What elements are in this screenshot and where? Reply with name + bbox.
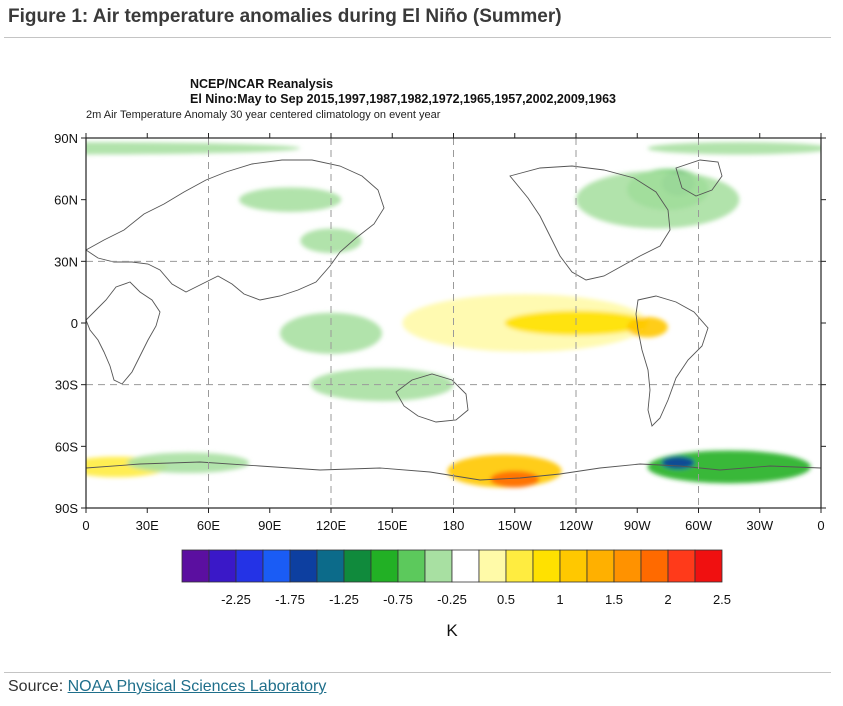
anomaly-region-arctic-cool-band <box>86 142 301 155</box>
source-link[interactable]: NOAA Physical Sciences Laboratory <box>67 678 327 695</box>
anomaly-map-figure: NCEP/NCAR Reanalysis El Nino:May to Sep … <box>54 77 826 640</box>
colorbar-swatch <box>451 549 480 583</box>
lon-label: 180 <box>443 518 465 533</box>
colorbar-swatch <box>505 549 534 583</box>
lon-label: 30W <box>746 518 773 533</box>
colorbar: -2.25 -1.75 -1.25 -0.75 -0.25 0.5 1 1.5 2 2.5 <box>181 549 731 607</box>
colorbar-swatch <box>208 549 237 583</box>
colorbar-label: -0.25 <box>437 592 467 607</box>
lon-label: 120W <box>559 518 594 533</box>
lon-label: 60E <box>197 518 220 533</box>
lat-label: 60S <box>55 439 78 454</box>
anomaly-region-ross-sea-warm-core <box>490 471 540 488</box>
lat-label: 30S <box>55 378 78 393</box>
anomaly-region-siberia-cool <box>239 187 342 213</box>
anomaly-shading <box>86 142 821 488</box>
colorbar-swatch <box>289 549 318 583</box>
colorbar-swatch <box>613 549 642 583</box>
anomaly-region-peru-warm <box>627 316 668 338</box>
colorbar-label: 2 <box>664 592 671 607</box>
colorbar-swatch <box>559 549 588 583</box>
lat-label: 90S <box>55 501 78 516</box>
map-header-line1: NCEP/NCAR Reanalysis <box>190 77 333 91</box>
source-divider <box>4 672 831 673</box>
axis-labels: 90N 60N 30N 0 30S 60S 90S 0 30E 60E 90E 120E 150E 180… <box>54 131 826 533</box>
south-america-coastline <box>635 295 709 427</box>
anomaly-region-arctic-cool-band-east <box>647 142 821 155</box>
eurasia-coastline <box>86 159 385 301</box>
africa-europe-coastline <box>86 281 161 385</box>
colorbar-label: 1 <box>556 592 563 607</box>
colorbar-swatch <box>397 549 426 583</box>
antarctica-coastline <box>86 461 821 481</box>
colorbar-label: 1.5 <box>605 592 623 607</box>
colorbar-swatch <box>262 549 291 583</box>
colorbar-swatch <box>694 549 723 583</box>
map-subtitle: 2m Air Temperature Anomaly 30 year cente… <box>86 109 441 121</box>
colorbar-label: 2.5 <box>713 592 731 607</box>
colorbar-unit-label: K <box>446 621 458 640</box>
lon-label: 0 <box>817 518 824 533</box>
source-line: Source: NOAA Physical Sciences Laborator… <box>8 678 326 696</box>
figure-title: Figure 1: Air temperature anomalies duri… <box>8 6 562 27</box>
source-label: Source: <box>8 678 68 695</box>
coastlines <box>86 159 821 481</box>
colorbar-swatch <box>586 549 615 583</box>
colorbar-swatch <box>181 549 210 583</box>
graticule <box>86 138 821 508</box>
colorbar-label: 0.5 <box>497 592 515 607</box>
lat-label: 90N <box>54 131 78 146</box>
title-divider <box>4 37 831 38</box>
north-america-coastline <box>509 165 671 281</box>
colorbar-label: -0.75 <box>383 592 413 607</box>
lon-label: 120E <box>316 518 347 533</box>
colorbar-swatch <box>343 549 372 583</box>
greenland-coastline <box>675 159 723 197</box>
lon-label: 150E <box>377 518 408 533</box>
lon-label: 90W <box>624 518 651 533</box>
colorbar-swatch <box>370 549 399 583</box>
colorbar-swatch <box>235 549 264 583</box>
anomaly-region-south-pacific-cool <box>310 368 454 402</box>
australia-coastline <box>395 373 469 423</box>
colorbar-swatch <box>640 549 669 583</box>
colorbar-swatch <box>478 549 507 583</box>
lat-label: 30N <box>54 254 78 269</box>
lon-label: 150W <box>498 518 533 533</box>
colorbar-label: -2.25 <box>221 592 251 607</box>
colorbar-swatch <box>667 549 696 583</box>
lon-label: 30E <box>136 518 159 533</box>
lat-label: 60N <box>54 193 78 208</box>
lon-label: 90E <box>258 518 281 533</box>
lon-label: 0 <box>82 518 89 533</box>
colorbar-swatch <box>316 549 345 583</box>
lat-label: 0 <box>71 316 78 331</box>
lon-label: 60W <box>685 518 712 533</box>
anomaly-region-canada-cool-outer <box>576 170 740 229</box>
colorbar-label: -1.75 <box>275 592 305 607</box>
colorbar-label: -1.25 <box>329 592 359 607</box>
map-header-line2: El Nino:May to Sep 2015,1997,1987,1982,1… <box>190 92 616 106</box>
colorbar-swatch <box>424 549 453 583</box>
colorbar-swatch <box>532 549 561 583</box>
